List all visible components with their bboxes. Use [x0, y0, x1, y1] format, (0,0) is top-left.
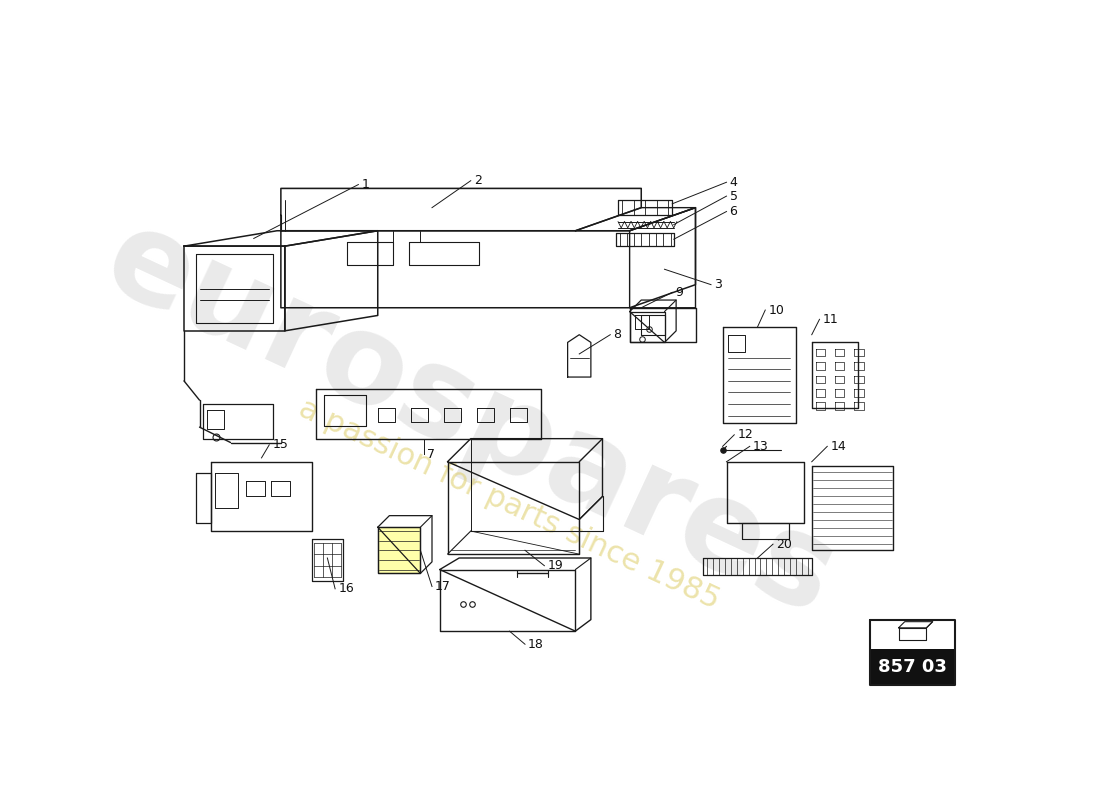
- Text: a passion for parts since 1985: a passion for parts since 1985: [295, 394, 725, 614]
- Text: 17: 17: [436, 580, 451, 593]
- Text: 1: 1: [362, 178, 370, 191]
- Text: 8: 8: [614, 328, 622, 341]
- Text: eurospares: eurospares: [87, 198, 855, 642]
- Text: 14: 14: [830, 440, 846, 453]
- Text: 6: 6: [729, 205, 737, 218]
- Text: 11: 11: [823, 313, 838, 326]
- Text: 16: 16: [338, 582, 354, 595]
- Text: 857 03: 857 03: [878, 658, 947, 676]
- Text: 4: 4: [729, 176, 737, 189]
- Text: 15: 15: [273, 438, 288, 451]
- Text: 10: 10: [768, 303, 784, 317]
- Text: 7: 7: [427, 447, 436, 461]
- Text: 18: 18: [528, 638, 544, 650]
- Text: 3: 3: [714, 278, 722, 291]
- Text: 13: 13: [752, 440, 769, 453]
- FancyBboxPatch shape: [377, 527, 420, 574]
- Text: 20: 20: [777, 538, 792, 550]
- Text: 12: 12: [737, 428, 754, 442]
- Text: 19: 19: [548, 559, 563, 572]
- Text: 2: 2: [474, 174, 482, 187]
- Bar: [870, 649, 955, 685]
- Text: 9: 9: [675, 286, 683, 299]
- Text: 5: 5: [729, 190, 738, 202]
